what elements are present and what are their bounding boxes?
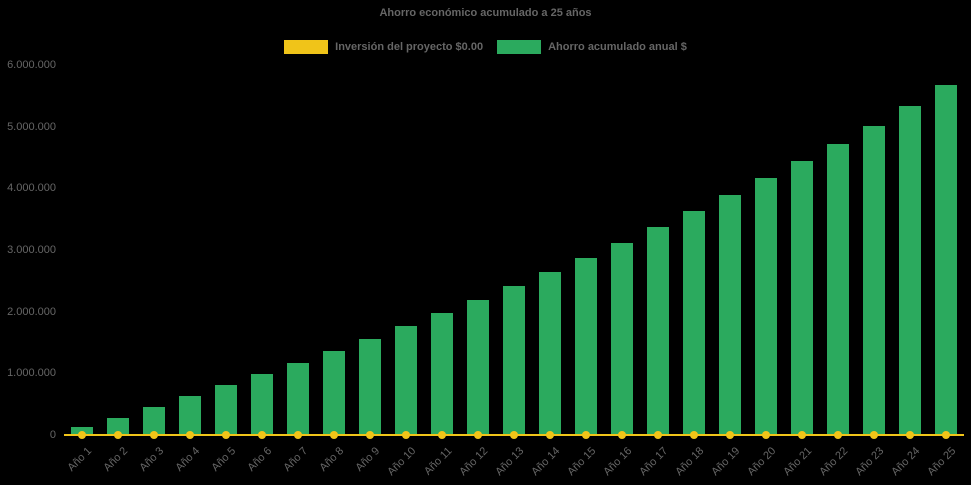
x-tick-label: Año 3 (137, 445, 167, 474)
investment-point (870, 431, 878, 439)
legend-label-ahorro: Ahorro acumulado anual $ (548, 41, 687, 53)
bar (755, 178, 777, 435)
legend-label-inversion: Inversión del proyecto $0.00 (335, 41, 484, 53)
bar (467, 299, 489, 435)
bar (71, 426, 93, 435)
investment-point (690, 431, 698, 439)
investment-point (834, 431, 842, 439)
x-tick-label: Año 22 (817, 445, 851, 479)
bar (395, 325, 417, 435)
x-tick-label: Año 5 (209, 445, 239, 474)
legend-item-ahorro[interactable]: Ahorro acumulado anual $ (497, 40, 687, 54)
x-tick-label: Año 23 (853, 445, 887, 479)
bar (539, 272, 561, 435)
x-tick-label: Año 21 (781, 445, 815, 479)
bar (323, 351, 345, 435)
investment-point (798, 431, 806, 439)
bar (215, 385, 237, 435)
x-tick-label: Año 18 (673, 445, 707, 479)
bar (719, 195, 741, 435)
x-tick-label: Año 7 (281, 445, 311, 474)
chart-title: Ahorro económico acumulado a 25 años (379, 7, 592, 19)
bar (431, 312, 453, 435)
x-tick-label: Año 17 (637, 445, 671, 479)
x-tick-label: Año 12 (457, 445, 491, 479)
investment-point (78, 431, 86, 439)
bar (899, 106, 921, 435)
investment-point (762, 431, 770, 439)
investment-point (366, 431, 374, 439)
bar (611, 243, 633, 435)
x-tick-label: Año 10 (385, 445, 419, 479)
x-tick-label: Año 11 (421, 445, 455, 478)
investment-point (474, 431, 482, 439)
x-tick-label: Año 16 (601, 445, 635, 479)
bar (503, 286, 525, 435)
bar (791, 161, 813, 435)
bar (287, 362, 309, 435)
investment-point (150, 431, 158, 439)
investment-point (258, 431, 266, 439)
bar (251, 373, 273, 435)
investment-point (114, 431, 122, 439)
x-tick-label: Año 13 (493, 445, 527, 479)
bar (179, 395, 201, 435)
investment-point (942, 431, 950, 439)
investment-point (726, 431, 734, 439)
investment-point (546, 431, 554, 439)
bar (143, 406, 165, 435)
bar (647, 227, 669, 435)
legend-swatch-green (497, 40, 542, 54)
x-tick-label: Año 1 (65, 445, 95, 474)
x-tick-label: Año 9 (353, 445, 383, 474)
investment-point (510, 431, 518, 439)
x-tick-label: Año 24 (889, 445, 923, 479)
legend-swatch-yellow (284, 40, 329, 54)
plot-area (64, 65, 964, 439)
investment-point (654, 431, 662, 439)
investment-point (186, 431, 194, 439)
x-tick-label: Año 8 (317, 445, 347, 474)
x-axis: Año 1 Año 2 Año 3 Año 4 Año 5 Año 6 Año 7 Año 8… (64, 437, 964, 485)
investment-point (330, 431, 338, 439)
bar (575, 258, 597, 435)
investment-point (438, 431, 446, 439)
x-tick-label: Año 25 (925, 445, 959, 479)
investment-point (402, 431, 410, 439)
x-tick-label: Año 20 (745, 445, 779, 479)
x-tick-label: Año 19 (709, 445, 743, 479)
bar (359, 338, 381, 435)
investment-point (294, 431, 302, 439)
investment-point (618, 431, 626, 439)
x-tick-label: Año 2 (101, 445, 131, 474)
y-tick-label: 0 (49, 429, 56, 441)
y-tick-label: 4.000.000 (7, 182, 56, 195)
legend-item-inversion[interactable]: Inversión del proyecto $0.00 (284, 40, 483, 54)
y-tick-label: 6.000.000 (7, 59, 56, 71)
bar (827, 143, 849, 435)
y-tick-label: 3.000.000 (7, 244, 56, 256)
bar (863, 126, 885, 435)
x-tick-label: Año 4 (173, 445, 203, 474)
x-tick-label: Año 14 (529, 445, 563, 479)
y-tick-label: 1.000.000 (7, 367, 56, 380)
bar (935, 85, 957, 435)
investment-point (582, 431, 590, 439)
x-tick-label: Año 6 (245, 445, 275, 474)
y-axis: 0 1.000.000 2.000.000 3.000.000 4.000.000 5.0… (0, 59, 62, 441)
x-tick-label: Año 15 (565, 445, 599, 479)
bar (107, 417, 129, 435)
bar (683, 211, 705, 435)
y-tick-label: 2.000.000 (7, 305, 56, 318)
investment-point (222, 431, 230, 439)
investment-point (906, 431, 914, 439)
legend: Inversión del proyecto $0.00 Ahorro acum… (0, 40, 971, 54)
y-tick-label: 5.000.000 (7, 120, 56, 133)
